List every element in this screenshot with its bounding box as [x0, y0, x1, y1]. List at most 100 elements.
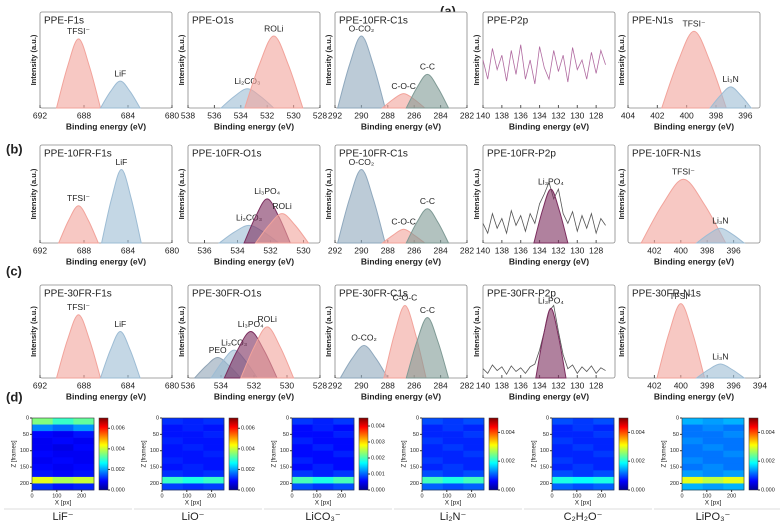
heat-cell [702, 457, 724, 465]
heat-cell [312, 476, 334, 484]
x-tick-label: 290 [354, 110, 368, 120]
x-tick-label: 684 [121, 380, 135, 390]
peak-component [405, 317, 450, 379]
heat-cell [463, 431, 485, 438]
colorbar-tick-label: 0.000 [761, 487, 775, 493]
heat-cell [52, 450, 74, 458]
x-tick-label: 282 [460, 245, 474, 255]
heat-cell [552, 437, 573, 445]
heat-cell [312, 437, 334, 445]
heat-cell [442, 476, 464, 484]
y-axis-label: Intensity (a.u.) [324, 306, 333, 357]
x-tick-label: 132 [551, 110, 565, 120]
y-axis-label: Intensity (a.u.) [177, 34, 186, 85]
caption: LiF⁻ [52, 511, 73, 523]
y-axis-label: Z [frames] [142, 440, 148, 467]
heat-cell [422, 418, 443, 425]
x-tick-label: 138 [495, 110, 509, 120]
heat-cell [702, 424, 724, 432]
heat-cell [52, 424, 74, 432]
heat-cell [52, 463, 74, 471]
heat-cell [723, 444, 745, 452]
peak-component [336, 168, 386, 244]
peak-label: C-C [420, 305, 435, 315]
heat-cell [203, 450, 225, 458]
colorbar-tick-label: 0.004 [241, 446, 255, 452]
heat-cell [682, 476, 703, 484]
heat-cell [572, 483, 594, 491]
peak-component [661, 30, 727, 109]
heat-cell [182, 470, 204, 478]
y-tick-label: 100 [150, 448, 159, 454]
heat-cell [702, 431, 724, 438]
heat-cell [292, 470, 313, 478]
panel-title: PPE-O1s [192, 16, 234, 27]
peak-component [339, 344, 389, 379]
x-axis-label: Binding energy (eV) [361, 121, 441, 131]
x-axis-label: Binding energy (eV) [66, 391, 146, 401]
y-axis-label: Intensity (a.u.) [29, 34, 38, 85]
colorbar [228, 417, 239, 491]
heat-cell [422, 476, 443, 484]
x-tick-label: 286 [407, 110, 421, 120]
panel-title: PPE-30FR-C1s [339, 289, 408, 300]
heat-cell [162, 457, 183, 465]
x-tick-label: 288 [381, 380, 395, 390]
x-tick-label: 290 [354, 245, 368, 255]
panel-title: PPE-30FR-N1s [632, 289, 701, 300]
peak-label: Li₃N [712, 351, 728, 361]
x-tick-label: 396 [727, 380, 741, 390]
peak-component [405, 208, 450, 244]
x-tick-label: 684 [121, 110, 135, 120]
heat-cell [463, 418, 485, 425]
heat-cell [422, 424, 443, 432]
heat-cell [463, 483, 485, 491]
heat-cell [292, 450, 313, 458]
x-tick-label: 136 [514, 245, 528, 255]
heat-cell [682, 457, 703, 465]
heat-cell [32, 470, 53, 478]
x-tick-label: 398 [700, 380, 714, 390]
heat-cell [312, 418, 334, 425]
x-tick-label: 140 [476, 245, 490, 255]
heat-cell [463, 437, 485, 445]
heat-cell [552, 431, 573, 438]
x-tick-label: 396 [738, 110, 752, 120]
x-tick-label: 402 [647, 245, 661, 255]
heat-cell [723, 450, 745, 458]
heat-cell [182, 418, 204, 425]
heat-cell [682, 437, 703, 445]
x-axis-label: Binding energy (eV) [214, 391, 294, 401]
y-tick-label: 200 [150, 481, 159, 487]
heat-cell [52, 470, 74, 478]
heat-cell [442, 418, 464, 425]
x-tick-label: 534 [214, 380, 228, 390]
x-tick-label: 284 [434, 245, 448, 255]
heat-cell [552, 476, 573, 484]
caption: C₂H₂O⁻ [564, 511, 603, 523]
heat-cell [162, 470, 183, 478]
x-tick-label: 692 [33, 110, 47, 120]
y-tick-label: 0 [676, 415, 679, 421]
heat-cell [32, 463, 53, 471]
heat-cell [32, 444, 53, 452]
heat-cell [442, 483, 464, 491]
heat-cell [203, 476, 225, 484]
x-tick-label: 100 [52, 493, 61, 499]
x-tick-label: 292 [328, 245, 342, 255]
heat-cell [52, 476, 74, 484]
peak-label: C-C [420, 196, 435, 206]
x-tick-label: 134 [532, 110, 546, 120]
heat-cell [422, 457, 443, 465]
heat-cell [702, 470, 724, 478]
heat-cell [422, 444, 443, 452]
heat-cell [702, 444, 724, 452]
heat-cell [182, 437, 204, 445]
heat-cell [593, 431, 615, 438]
heat-cell [162, 444, 183, 452]
x-tick-label: 530 [296, 245, 310, 255]
heat-cell [52, 483, 74, 491]
heat-cell [292, 431, 313, 438]
x-tick-label: 534 [234, 110, 248, 120]
peak-label: Li₃PO₄ [238, 319, 264, 329]
